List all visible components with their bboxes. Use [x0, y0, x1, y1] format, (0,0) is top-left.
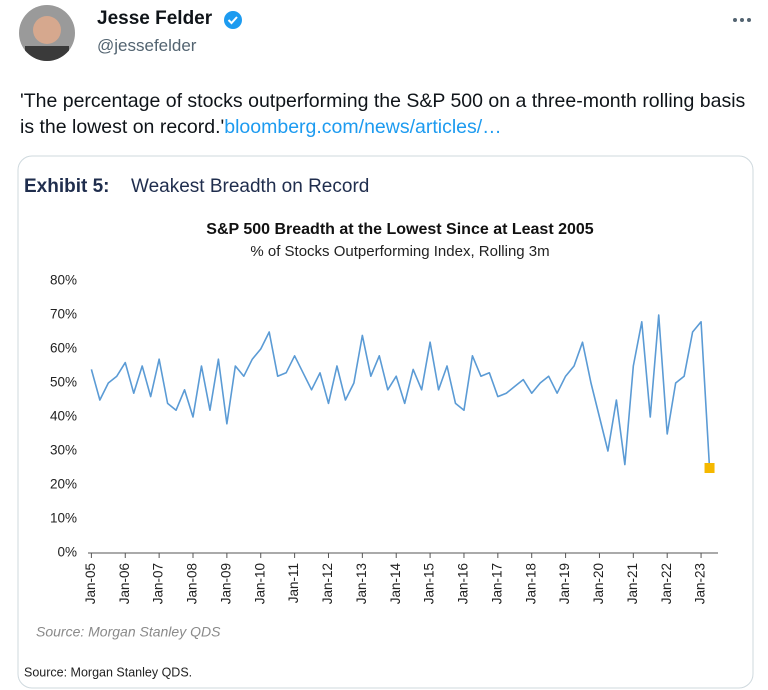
y-tick-label: 80%	[50, 273, 77, 288]
user-name[interactable]: Jesse Felder	[97, 8, 213, 29]
x-tick-label: Jan-07	[151, 563, 166, 604]
x-tick-label: Jan-06	[117, 563, 132, 604]
user-handle[interactable]: @jessefelder	[97, 36, 197, 55]
x-tick-label: Jan-08	[185, 563, 200, 604]
y-tick-label: 70%	[50, 307, 77, 322]
verified-badge	[224, 11, 242, 29]
x-tick-label: Jan-12	[320, 563, 335, 604]
x-tick-label: Jan-09	[218, 563, 233, 604]
x-tick-label: Jan-18	[523, 563, 538, 604]
exhibit-label: Exhibit 5:	[24, 176, 110, 197]
y-tick-label: 50%	[50, 375, 77, 390]
x-tick-label: Jan-05	[83, 563, 98, 604]
x-tick-label: Jan-11	[286, 563, 301, 603]
x-tick-label: Jan-13	[354, 563, 369, 604]
y-tick-label: 30%	[50, 443, 77, 458]
x-tick-label: Jan-22	[659, 563, 674, 604]
x-tick-label: Jan-23	[693, 563, 708, 604]
x-tick-label: Jan-20	[591, 563, 606, 604]
y-tick-label: 0%	[57, 545, 77, 560]
tweet-link[interactable]: bloomberg.com/news/articles/…	[224, 116, 502, 138]
y-tick-label: 60%	[50, 341, 77, 356]
chart-source: Source: Morgan Stanley QDS	[36, 624, 221, 640]
x-tick-label: Jan-19	[557, 563, 572, 604]
card-footer: Source: Morgan Stanley QDS.	[24, 665, 192, 679]
x-tick-label: Jan-15	[422, 563, 437, 604]
x-tick-label: Jan-10	[252, 563, 267, 604]
x-tick-label: Jan-14	[388, 563, 403, 605]
chart-title: S&P 500 Breadth at the Lowest Since at L…	[206, 221, 594, 238]
exhibit-title: Weakest Breadth on Record	[131, 176, 369, 197]
x-tick-label: Jan-16	[456, 563, 471, 604]
more-menu[interactable]	[733, 18, 751, 22]
tweet-text: 'The percentage of stocks outperforming …	[20, 90, 746, 138]
y-tick-label: 10%	[50, 511, 77, 526]
last-point-marker	[704, 463, 715, 473]
y-tick-label: 20%	[50, 477, 77, 492]
card[interactable]	[17, 155, 754, 689]
data-line	[90, 314, 711, 469]
chart-subtitle: % of Stocks Outperforming Index, Rolling…	[250, 243, 549, 260]
x-tick-label: Jan-21	[625, 563, 640, 604]
y-tick-label: 40%	[50, 409, 77, 424]
x-tick-label: Jan-17	[489, 563, 504, 604]
avatar[interactable]	[19, 5, 75, 66]
tweet-text-block: 'The percentage of stocks outperforming …	[20, 88, 755, 140]
